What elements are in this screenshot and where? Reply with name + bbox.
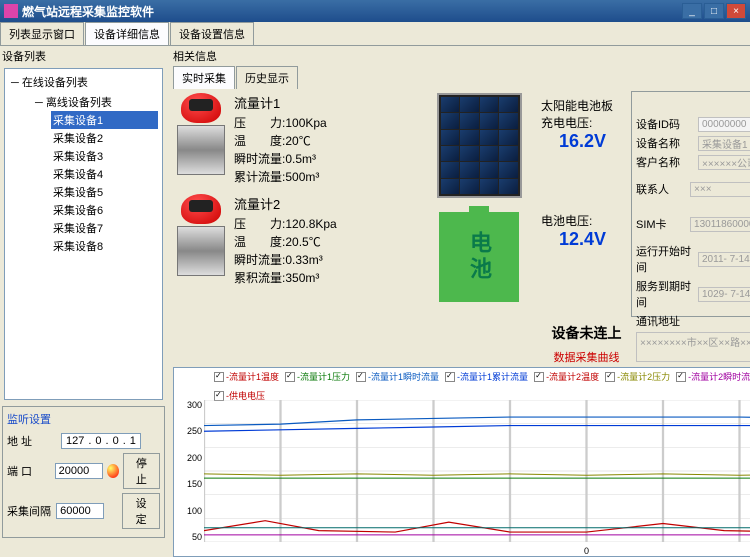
flowmeter-2: 流量计2 压 力:120.8Kpa 温 度:20.5℃ 瞬时流量:0.33m³ …: [173, 194, 415, 289]
device-info-panel: 设备相关信息 设备ID码 设备名称 客户名称 联系人 电话 SIM卡 传真 运行…: [631, 91, 750, 317]
tree-device-2[interactable]: 采集设备2: [51, 129, 158, 147]
tab-device-settings[interactable]: 设备设置信息: [170, 22, 254, 45]
solar-voltage: 16.2V: [559, 131, 627, 152]
tree-device-7[interactable]: 采集设备7: [51, 219, 158, 237]
listen-title: 监听设置: [7, 411, 160, 427]
device-name-field: [698, 136, 750, 151]
legend-item[interactable]: -流量计1累计流量: [445, 370, 528, 383]
interval-input[interactable]: [56, 503, 104, 519]
addr-label: 地 址: [7, 433, 57, 449]
maximize-button[interactable]: □: [704, 3, 724, 19]
flowmeter-1-icon: [173, 93, 228, 188]
flowmeter-1: 流量计1 压 力:100Kpa 温 度:20℃ 瞬时流量:0.5m³ 累计流量:…: [173, 93, 415, 188]
related-info-label: 相关信息: [173, 48, 750, 64]
device-tree[interactable]: ─ 在线设备列表 ─ 离线设备列表 采集设备1采集设备2采集设备3采集设备4采集…: [4, 68, 163, 400]
ip-input[interactable]: 127. 0. 0. 1: [61, 433, 141, 449]
tree-device-4[interactable]: 采集设备4: [51, 165, 158, 183]
legend-item[interactable]: -流量计2温度: [534, 370, 599, 383]
window-title: 燃气站远程采集监控软件: [22, 3, 682, 20]
stop-button[interactable]: 停止: [123, 453, 160, 489]
data-chart: -流量计1温度-流量计1压力-流量计1瞬时流量-流量计1累计流量-流量计2温度-…: [173, 367, 750, 557]
legend-item[interactable]: -流量计2压力: [605, 370, 670, 383]
legend-item[interactable]: -流量计1瞬时流量: [356, 370, 439, 383]
titlebar: 燃气站远程采集监控软件 _ □ ×: [0, 0, 750, 22]
tree-online-root[interactable]: ─ 在线设备列表: [9, 73, 158, 91]
set-button[interactable]: 设定: [122, 493, 160, 529]
tree-device-5[interactable]: 采集设备5: [51, 183, 158, 201]
tree-device-6[interactable]: 采集设备6: [51, 201, 158, 219]
main-tabs: 列表显示窗口 设备详细信息 设备设置信息: [0, 22, 750, 46]
device-id-field[interactable]: [698, 117, 750, 132]
battery-icon: 电池: [439, 212, 519, 302]
tree-device-8[interactable]: 采集设备8: [51, 237, 158, 255]
tree-device-1[interactable]: 采集设备1: [51, 111, 158, 129]
minimize-button[interactable]: _: [682, 3, 702, 19]
app-icon: [4, 4, 18, 18]
tree-offline-root[interactable]: ─ 离线设备列表: [33, 93, 158, 111]
tab-list-view[interactable]: 列表显示窗口: [0, 22, 84, 45]
legend-item[interactable]: -流量计1温度: [214, 370, 279, 383]
solar-panel-icon: [437, 93, 522, 198]
battery-voltage: 12.4V: [559, 229, 627, 250]
port-input[interactable]: [55, 463, 103, 479]
chart-title: 数据采集曲线: [169, 349, 750, 365]
interval-label: 采集间隔: [7, 503, 52, 519]
legend-item[interactable]: -流量计1压力: [285, 370, 350, 383]
status-indicator-icon: [107, 464, 119, 478]
tab-device-detail[interactable]: 设备详细信息: [85, 22, 169, 45]
subtab-history[interactable]: 历史显示: [236, 66, 298, 89]
listen-settings: 监听设置 地 址 127. 0. 0. 1 端 口 停止 采集间隔 设定: [2, 406, 165, 538]
tree-device-3[interactable]: 采集设备3: [51, 147, 158, 165]
device-list-title: 设备列表: [2, 48, 165, 64]
close-button[interactable]: ×: [726, 3, 746, 19]
legend-item[interactable]: -流量计2瞬时流量: [676, 370, 750, 383]
flowmeter-2-icon: [173, 194, 228, 289]
connection-status: 设备未连上: [169, 323, 750, 343]
port-label: 端 口: [7, 463, 51, 479]
subtab-realtime[interactable]: 实时采集: [173, 66, 235, 89]
customer-field: [698, 155, 750, 170]
